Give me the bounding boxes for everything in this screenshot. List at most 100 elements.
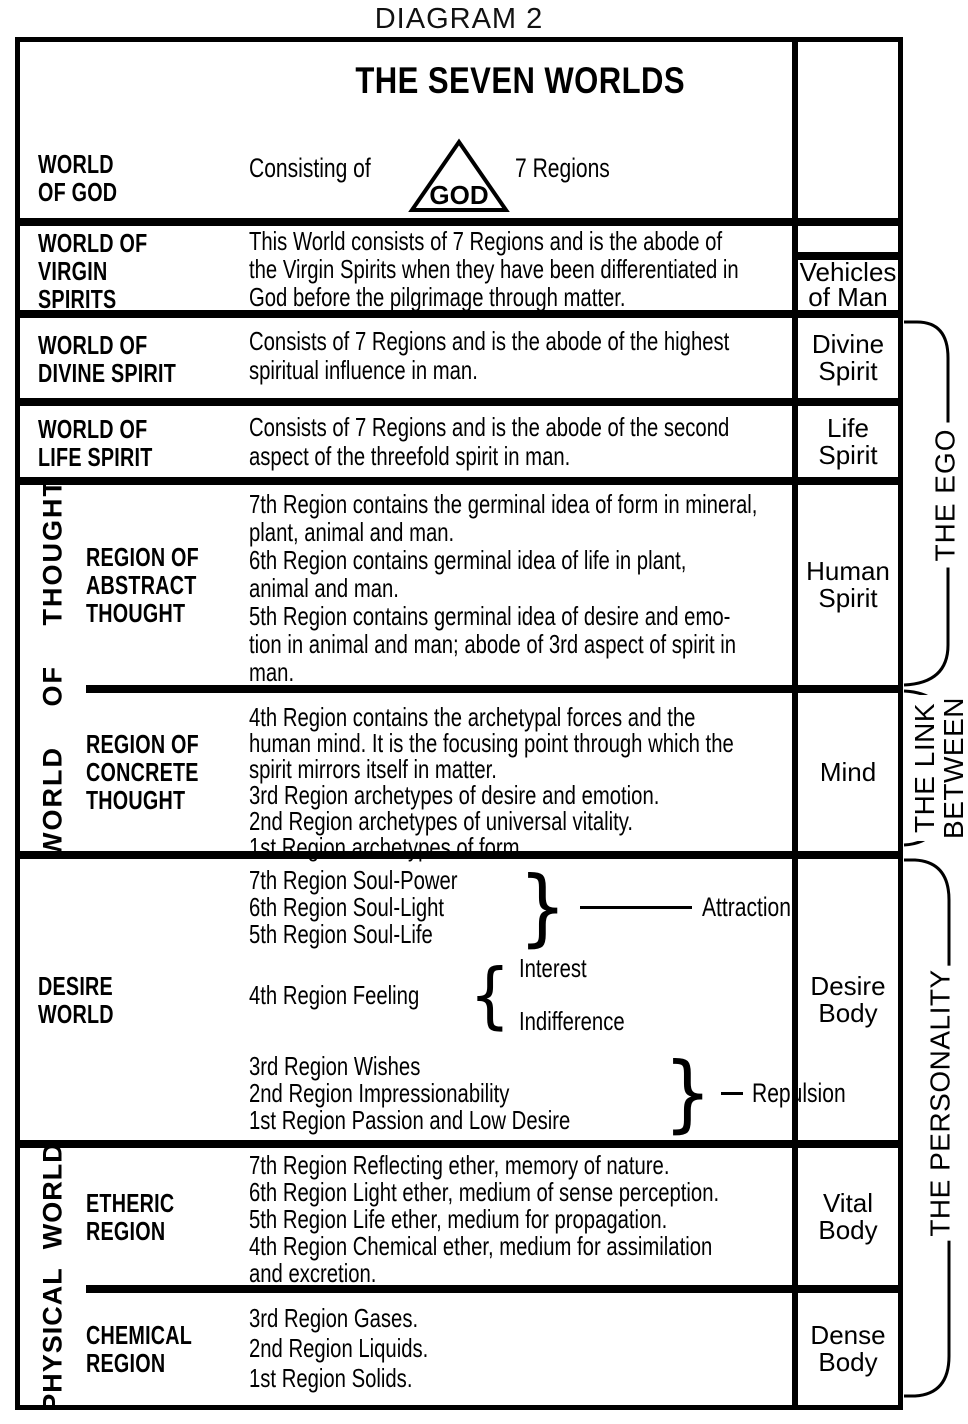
attraction-line bbox=[579, 905, 692, 909]
row-world-of-god: WORLD OF GOD THE SEVEN WORLDS Consisting… bbox=[20, 42, 898, 218]
row-life-spirit: WORLD OF LIFE SPIRIT Consists of 7 Regio… bbox=[20, 406, 898, 477]
feeling-options: Interest Indifference bbox=[519, 953, 654, 1037]
vehicle-vital-body: Vital Body bbox=[792, 1148, 898, 1285]
world-of-thought-vertical-label: WORLD OF THOUGHT bbox=[37, 478, 68, 858]
table-title-wrap: THE SEVEN WORLDS bbox=[249, 60, 792, 102]
etheric-region-label: ETHERIC REGION bbox=[86, 1187, 175, 1246]
subrow-chemical-region: CHEMICAL REGION 3rd Region Gases. 2nd Re… bbox=[86, 1293, 898, 1405]
concrete-thought-description: 4th Region contains the archetypal force… bbox=[249, 702, 734, 862]
row-world-of-thought: WORLD OF THOUGHT REGION OF ABSTRACT THOU… bbox=[20, 478, 898, 860]
world-of-thought-strip: WORLD OF THOUGHT bbox=[20, 478, 86, 858]
vehicle-cell-empty bbox=[792, 42, 898, 218]
seven-worlds-table: WORLD OF GOD THE SEVEN WORLDS Consisting… bbox=[15, 37, 903, 1412]
subrow-etheric-region: ETHERIC REGION 7th Region Reflecting eth… bbox=[86, 1148, 898, 1288]
table-title: THE SEVEN WORLDS bbox=[355, 60, 686, 101]
vehicle-desire-body: Desire Body bbox=[792, 859, 898, 1140]
abstract-thought-description: 7th Region contains the germinal idea of… bbox=[249, 489, 758, 687]
vehicle-human-spirit: Human Spirit bbox=[792, 485, 898, 685]
the-personality-label: THE PERSONALITY bbox=[913, 965, 967, 1241]
the-ego-label: THE EGO bbox=[916, 422, 968, 568]
abstract-thought-label: REGION OF ABSTRACT THOUGHT bbox=[86, 542, 199, 628]
world-of-god-label-cell: WORLD OF GOD bbox=[20, 42, 235, 218]
row-divine-spirit: WORLD OF DIVINE SPIRIT Consists of 7 Reg… bbox=[20, 318, 898, 398]
chemical-region-content: 3rd Region Gases. 2nd Region Liquids. 1s… bbox=[235, 1293, 792, 1405]
subrow-abstract-thought: REGION OF ABSTRACT THOUGHT 7th Region co… bbox=[86, 485, 898, 687]
subrow-concrete-thought: REGION OF CONCRETE THOUGHT 4th Region co… bbox=[86, 693, 898, 860]
physical-subrows: ETHERIC REGION 7th Region Reflecting eth… bbox=[86, 1148, 898, 1405]
desire-world-label: DESIRE WORLD bbox=[38, 970, 114, 1029]
concrete-thought-content: 4th Region contains the archetypal force… bbox=[235, 693, 792, 860]
physical-world-vertical-label: PHYSICAL WORLD bbox=[37, 1141, 68, 1412]
god-triangle-icon: GOD bbox=[408, 138, 510, 212]
physical-sub-divider bbox=[86, 1285, 898, 1293]
repulsion-label: Repulsion bbox=[752, 1077, 847, 1108]
divine-spirit-description: Consists of 7 Regions and is the abode o… bbox=[249, 326, 730, 385]
interest-label: Interest bbox=[519, 953, 587, 983]
desire-world-label-cell: DESIRE WORLD bbox=[20, 859, 235, 1140]
consisting-row: Consisting of GOD 7 Regions bbox=[249, 130, 792, 212]
abstract-thought-label-cell: REGION OF ABSTRACT THOUGHT bbox=[86, 485, 235, 685]
divine-spirit-content: Consists of 7 Regions and is the abode o… bbox=[235, 318, 792, 398]
row-divider bbox=[20, 310, 898, 318]
virgin-spirits-description: This World consists of 7 Regions and is … bbox=[249, 226, 739, 312]
row-physical-world: PHYSICAL WORLD ETHERIC REGION 7th Region… bbox=[20, 1142, 898, 1412]
seven-regions-text: 7 Regions bbox=[515, 152, 610, 183]
virgin-spirits-content: This World consists of 7 Regions and is … bbox=[235, 226, 792, 312]
row-desire-world: DESIRE WORLD 7th Region Soul-Power 6th R… bbox=[20, 859, 898, 1140]
thought-subrows: REGION OF ABSTRACT THOUGHT 7th Region co… bbox=[86, 485, 898, 860]
consisting-of-text: Consisting of bbox=[249, 152, 371, 183]
divine-spirit-label: WORLD OF DIVINE SPIRIT bbox=[38, 330, 177, 388]
desire-lower-regions: 3rd Region Wishes 2nd Region Impressiona… bbox=[249, 1050, 571, 1135]
divine-spirit-label-cell: WORLD OF DIVINE SPIRIT bbox=[20, 318, 235, 398]
vehicles-of-man-cell: Vehicles of Man bbox=[792, 226, 898, 310]
concrete-thought-label-cell: REGION OF CONCRETE THOUGHT bbox=[86, 693, 235, 851]
row-divider bbox=[20, 218, 898, 226]
concrete-thought-label: REGION OF CONCRETE THOUGHT bbox=[86, 729, 199, 815]
vehicle-mind: Mind bbox=[792, 693, 898, 851]
row-divider bbox=[20, 1140, 898, 1148]
option-gap bbox=[519, 984, 654, 1006]
physical-world-strip: PHYSICAL WORLD bbox=[20, 1142, 86, 1412]
row-virgin-spirits: WORLD OF VIRGIN SPIRITS This World consi… bbox=[20, 226, 898, 314]
desire-world-content: 7th Region Soul-Power 6th Region Soul-Li… bbox=[235, 859, 846, 1142]
row-divider bbox=[20, 398, 898, 406]
closing-brace-icon: } bbox=[519, 858, 568, 956]
page-title: DIAGRAM 2 bbox=[374, 3, 544, 35]
thought-sub-divider bbox=[86, 685, 898, 693]
indifference-label: Indifference bbox=[519, 1006, 625, 1036]
chemical-region-label: CHEMICAL REGION bbox=[86, 1320, 193, 1378]
closing-brace-icon: } bbox=[663, 1044, 712, 1142]
row-divider bbox=[20, 851, 898, 859]
vehicles-of-man-header: Vehicles of Man bbox=[799, 257, 897, 312]
world-of-god-content: THE SEVEN WORLDS Consisting of GOD 7 Reg… bbox=[235, 42, 792, 218]
desire-middle-group: 4th Region Feeling { Interest Indifferen… bbox=[249, 953, 792, 1037]
life-spirit-description: Consists of 7 Regions and is the abode o… bbox=[249, 412, 730, 471]
desire-upper-group: 7th Region Soul-Power 6th Region Soul-Li… bbox=[249, 865, 792, 949]
virgin-spirits-label: WORLD OF VIRGIN SPIRITS bbox=[38, 228, 148, 314]
vehicle-divine-spirit: Divine Spirit bbox=[792, 318, 898, 398]
chemical-region-description: 3rd Region Gases. 2nd Region Liquids. 1s… bbox=[249, 1303, 429, 1393]
etheric-region-description: 7th Region Reflecting ether, memory of n… bbox=[249, 1150, 720, 1288]
etheric-region-content: 7th Region Reflecting ether, memory of n… bbox=[235, 1148, 792, 1288]
virgin-spirits-label-cell: WORLD OF VIRGIN SPIRITS bbox=[20, 226, 235, 314]
etheric-region-label-cell: ETHERIC REGION bbox=[86, 1148, 235, 1285]
attraction-label: Attraction bbox=[701, 891, 791, 922]
vehicles-header-divider bbox=[798, 252, 898, 260]
row-divider bbox=[20, 477, 898, 485]
desire-upper-regions: 7th Region Soul-Power 6th Region Soul-Li… bbox=[249, 864, 458, 949]
life-spirit-label: WORLD OF LIFE SPIRIT bbox=[38, 414, 153, 472]
desire-lower-group: 3rd Region Wishes 2nd Region Impressiona… bbox=[249, 1044, 846, 1142]
god-triangle-label: GOD bbox=[429, 180, 488, 210]
abstract-thought-content: 7th Region contains the germinal idea of… bbox=[235, 485, 792, 687]
life-spirit-label-cell: WORLD OF LIFE SPIRIT bbox=[20, 406, 235, 477]
the-link-between-label: THE LINK BETWEEN bbox=[906, 695, 968, 841]
vehicle-dense-body: Dense Body bbox=[792, 1293, 898, 1405]
vehicle-life-spirit: Life Spirit bbox=[792, 406, 898, 477]
world-of-god-label: WORLD OF GOD bbox=[38, 149, 118, 207]
repulsion-dash bbox=[721, 1091, 744, 1095]
vehicles-header-spacer bbox=[798, 226, 898, 252]
opening-brace-icon: { bbox=[469, 953, 511, 1037]
desire-middle-region: 4th Region Feeling bbox=[249, 979, 420, 1010]
life-spirit-content: Consists of 7 Regions and is the abode o… bbox=[235, 406, 792, 477]
chemical-region-label-cell: CHEMICAL REGION bbox=[86, 1293, 235, 1405]
